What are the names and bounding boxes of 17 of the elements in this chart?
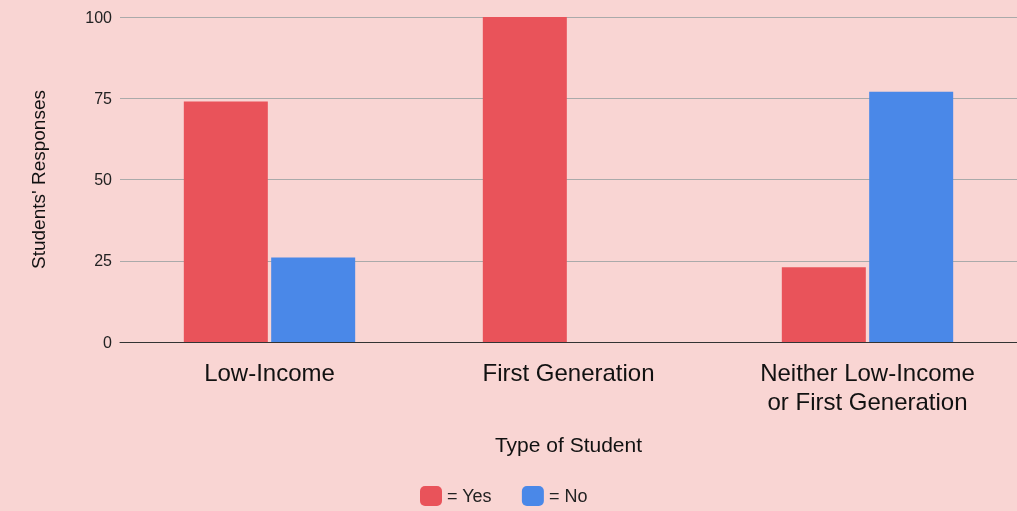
y-tick-label: 25	[94, 252, 113, 270]
bar	[781, 267, 866, 342]
y-axis-title: Students' Responses	[28, 90, 49, 269]
y-tick-label: 0	[103, 333, 113, 351]
x-tick-label: Low-Income	[204, 359, 335, 386]
legend-label: = No	[548, 486, 588, 506]
x-tick-label: First Generation	[482, 359, 655, 386]
bar	[482, 17, 567, 342]
y-tick-label: 100	[85, 8, 113, 26]
y-tick-label: 75	[94, 89, 113, 107]
bar	[869, 91, 954, 342]
y-tick-label: 50	[94, 171, 113, 188]
legend-label: = Yes	[447, 486, 492, 506]
x-axis-title: Type of Student	[494, 433, 643, 456]
bar	[183, 101, 268, 342]
x-tick-label: Neither Low-Income or First Generation	[760, 359, 975, 415]
bar	[271, 257, 356, 342]
